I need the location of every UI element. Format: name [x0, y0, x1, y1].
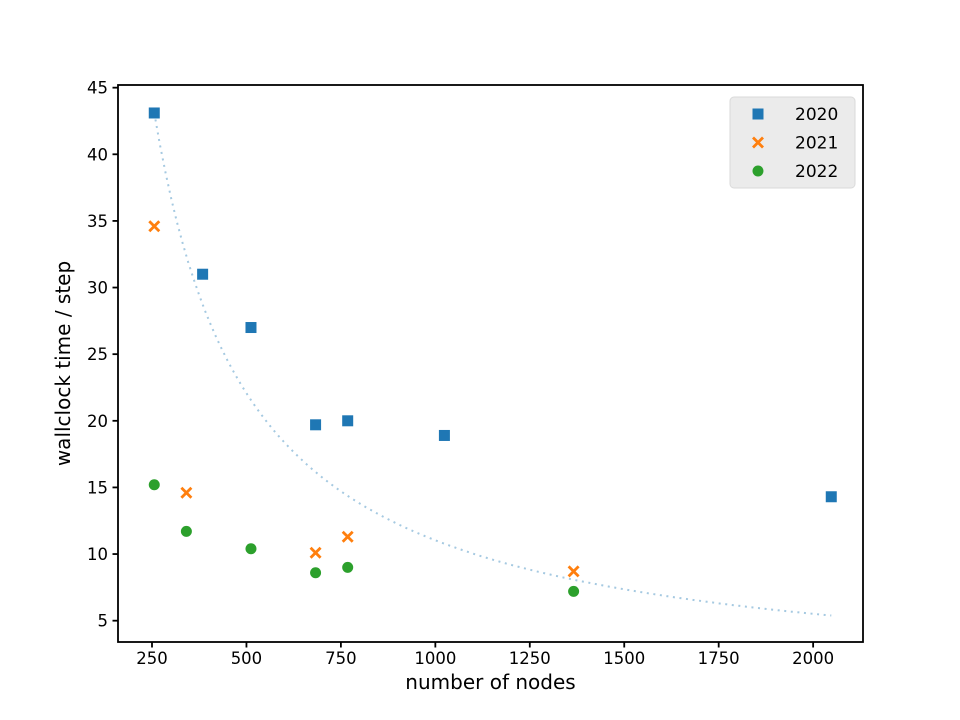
y-tick-label: 25 — [87, 345, 108, 364]
data-point-2021 — [180, 486, 193, 499]
data-point-2022 — [148, 479, 160, 491]
x-tick-label: 2000 — [792, 649, 834, 668]
legend-entry: 2022 — [752, 162, 838, 182]
data-point-2022 — [180, 525, 192, 537]
x-tick-label: 1000 — [414, 649, 456, 668]
data-point-2020 — [197, 268, 209, 280]
data-point-2022 — [245, 543, 257, 555]
x-legend-icon — [752, 136, 764, 149]
y-tick-label: 5 — [98, 612, 109, 631]
y-tick-label: 20 — [87, 412, 108, 431]
legend-label: 2021 — [795, 134, 838, 154]
y-axis-label: wallclock time / step — [51, 261, 75, 466]
data-point-2020 — [245, 322, 257, 334]
y-tick-label: 45 — [87, 79, 108, 98]
series-2021 — [148, 220, 580, 578]
data-point-2020 — [148, 107, 160, 119]
data-point-2020 — [438, 429, 450, 441]
data-point-2020 — [825, 491, 837, 503]
data-point-2021 — [341, 530, 354, 543]
square-legend-icon — [752, 108, 764, 120]
x-tick-label: 750 — [325, 649, 357, 668]
data-point-2022 — [342, 561, 354, 573]
data-point-2020 — [310, 419, 322, 431]
legend-label: 2020 — [795, 105, 838, 125]
series-2022 — [148, 479, 580, 597]
data-point-2020 — [342, 415, 354, 427]
x-tick-label: 1500 — [603, 649, 645, 668]
ideal-scaling-curve — [153, 112, 832, 617]
x-tick-label: 250 — [136, 649, 168, 668]
circle-legend-icon — [752, 165, 764, 177]
y-tick-label: 15 — [87, 478, 108, 497]
data-point-2022 — [568, 585, 580, 597]
legend-box — [729, 96, 856, 189]
series-2020 — [148, 107, 837, 503]
y-tick-label: 10 — [87, 545, 108, 564]
plot-border — [117, 84, 864, 643]
data-point-2021 — [567, 565, 580, 578]
x-tick-label: 1750 — [698, 649, 740, 668]
x-axis-label: number of nodes — [405, 670, 575, 694]
legend: 2020 2021 2022 — [729, 96, 856, 189]
y-tick-label: 40 — [87, 145, 108, 164]
x-tick-label: 500 — [231, 649, 263, 668]
y-tick-label: 35 — [87, 212, 108, 231]
data-point-2021 — [309, 546, 322, 559]
data-point-2021 — [148, 220, 161, 233]
legend-label: 2022 — [795, 162, 838, 182]
y-tick-label: 30 — [87, 279, 108, 298]
legend-entry: 2020 — [752, 105, 838, 125]
legend-entry: 2021 — [752, 134, 838, 154]
data-point-2022 — [310, 567, 322, 579]
x-tick-label: 1250 — [509, 649, 551, 668]
